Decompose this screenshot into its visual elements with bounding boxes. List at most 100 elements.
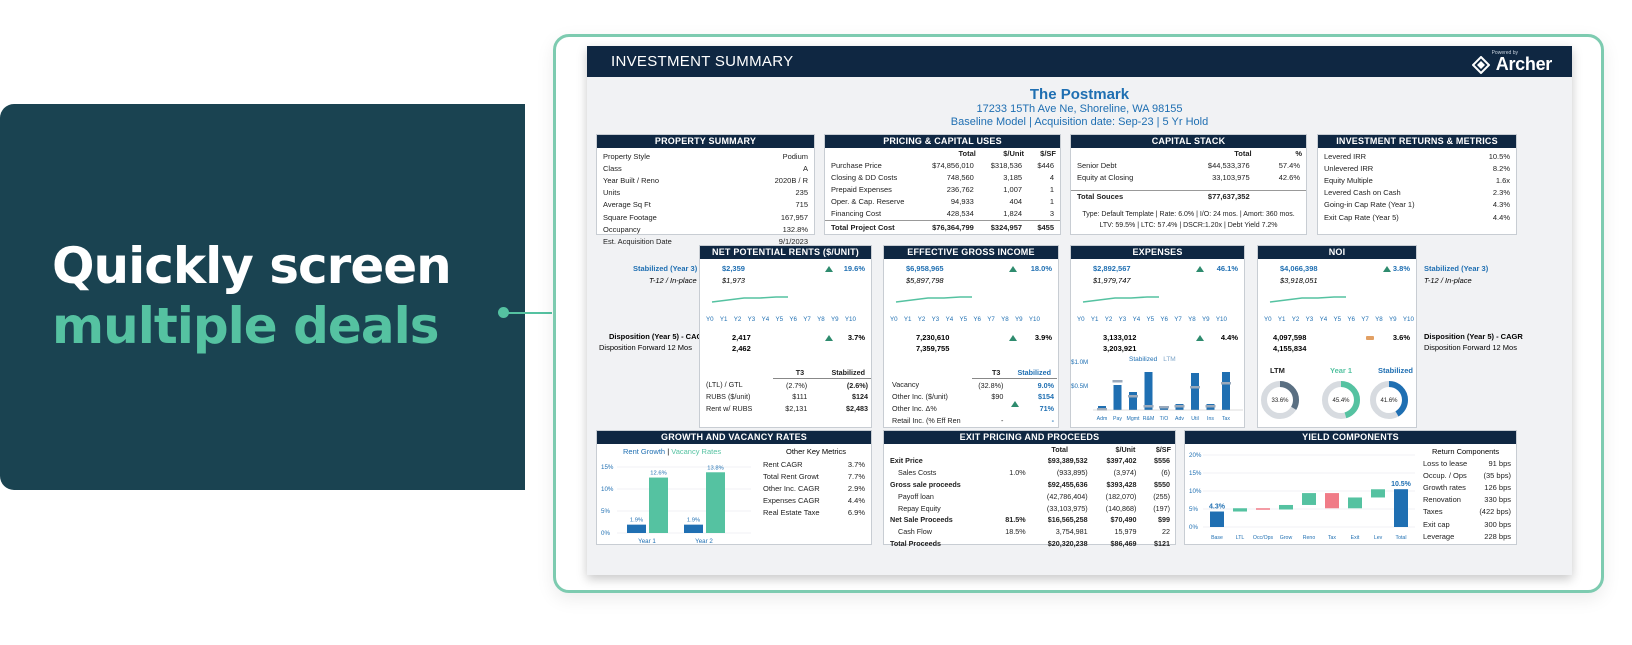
row-label: Est. Acquisition Date <box>603 236 672 246</box>
year-label: Y0 <box>890 316 898 323</box>
property-name: The Postmark <box>1029 86 1130 103</box>
panel-title: CAPITAL STACK <box>1071 135 1306 148</box>
year-label: Y9 <box>1015 316 1023 323</box>
row-label: Other Inc. CAGR <box>763 483 820 493</box>
y-tick: 0% <box>1189 524 1198 531</box>
table-row: Going-in Cap Rate (Year 1) 4.3% <box>1318 199 1516 211</box>
table-row: Renovation 330 bps <box>1417 494 1517 506</box>
row-sf: $446 <box>1037 160 1054 170</box>
growth-bar <box>627 524 646 533</box>
row-label: Financing Cost <box>831 209 882 219</box>
col-header: Total <box>958 149 976 158</box>
table-row: Closing & DD Costs 748,560 3,185 4 <box>825 171 1060 183</box>
year-label: Y6 <box>973 316 981 323</box>
row-label: Oper. & Cap. Reserve <box>831 197 905 207</box>
trend-up-icon <box>1009 335 1017 341</box>
row-value: 10.5% <box>1488 151 1510 161</box>
ltm-marker <box>1128 395 1138 398</box>
row-t3: (32.8%) <box>978 380 1004 390</box>
row-pct <box>994 490 1029 502</box>
year-label: Y1 <box>1090 316 1099 323</box>
table-row: Total Rent Growt 7.7% <box>757 470 871 482</box>
x-tick: Exit <box>1351 535 1360 541</box>
col-header: T3 <box>971 366 1007 380</box>
year-label: Y0 <box>1077 316 1085 323</box>
t12-label-right: T-12 / In-place <box>1424 276 1472 285</box>
year-label: Y4 <box>1319 316 1328 323</box>
other-metrics-title: Other Key Metrics <box>786 447 847 456</box>
expenses-legend: Stabilized LTM <box>1129 356 1176 363</box>
row-value: 4.3% <box>1492 200 1510 210</box>
year-label: Y10 <box>1028 316 1040 323</box>
year-label: Y4 <box>1132 316 1141 323</box>
row-unit: $393,428 <box>1106 479 1137 489</box>
col-header: $/SF <box>1155 445 1171 454</box>
row-label: Total Souces <box>1071 189 1175 204</box>
panel-title: YIELD COMPONENTS <box>1185 431 1516 444</box>
panel-title: INVESTMENT RETURNS & METRICS <box>1318 135 1516 148</box>
row-label: Total Project Cost <box>825 219 921 234</box>
row-unit: $70,490 <box>1110 515 1137 525</box>
year-label: Y7 <box>987 316 995 323</box>
table-row: Expenses CAGR 4.4% <box>757 495 871 507</box>
row-pct <box>994 455 1029 467</box>
row-label: Closing & DD Costs <box>831 172 898 182</box>
row-label: Average Sq Ft <box>603 200 651 210</box>
growth-bar <box>706 472 725 533</box>
year-label: Y5 <box>1146 316 1155 323</box>
yield-bar <box>1325 493 1339 509</box>
table-row: Est. Acquisition Date 9/1/2023 <box>597 235 814 247</box>
stabilized-value: $2,359 <box>722 264 745 273</box>
col-header: Total <box>1051 445 1068 454</box>
table-row: Levered Cash on Cash 2.3% <box>1318 187 1516 199</box>
row-sf: 4 <box>1049 172 1054 182</box>
disposition-cagr: 3.6% <box>1392 333 1410 342</box>
row-value: 330 bps <box>1484 495 1511 505</box>
table-row: Rent w/ RUBS $2,131 $2,483 <box>703 403 871 415</box>
expense-bar <box>1113 385 1122 410</box>
row-sf: 3 <box>1049 209 1054 219</box>
row-label: Rent CAGR <box>763 459 803 469</box>
panel-title: GROWTH AND VACANCY RATES <box>597 431 871 444</box>
expense-bar <box>1222 372 1230 410</box>
table-row: Levered IRR 10.5% <box>1318 150 1516 162</box>
row-label: Cash Flow <box>898 527 932 537</box>
year-label: Y6 <box>1347 316 1355 323</box>
row-value: 3.7% <box>847 459 865 469</box>
row-pct: 81.5% <box>1005 515 1026 525</box>
row-value: (422 bps) <box>1479 507 1511 517</box>
brand-name: Archer <box>1495 54 1553 74</box>
trend-up-icon <box>1009 266 1017 272</box>
row-t3: $2,131 <box>785 404 808 414</box>
table-row: Sales Costs 1.0% (933,895) (3,974) (6) <box>884 467 1175 479</box>
disposition-cagr: 3.7% <box>847 333 865 342</box>
ltm-marker <box>1221 382 1231 385</box>
t12-value: $1,973 <box>722 276 745 285</box>
stabilized-value: $4,066,398 <box>1280 264 1318 273</box>
t12-value: $3,918,051 <box>1280 276 1318 285</box>
row-sf: $455 <box>1028 219 1060 234</box>
bar-label: 13.8% <box>707 465 723 471</box>
ltm-marker <box>1097 408 1107 411</box>
panel-title: EFFECTIVE GROSS INCOME <box>884 246 1058 259</box>
row-label: Other Inc. Δ% <box>892 404 937 414</box>
growth-value: 19.6% <box>843 264 865 273</box>
donut-label: Year 1 <box>1330 366 1353 375</box>
legend-ltm: LTM <box>1163 356 1176 363</box>
row-value: 4.4% <box>847 496 865 506</box>
row-total: $92,455,636 <box>1047 479 1088 489</box>
row-label: Equity Multiple <box>1324 175 1373 185</box>
row-value: 235 <box>795 188 808 198</box>
disposition-label-left: Disposition (Year 5) - CAGR <box>609 332 708 341</box>
year-label: Y10 <box>1215 316 1227 323</box>
row-label: Exit Price <box>890 456 923 466</box>
row-label: Purchase Price <box>831 160 882 170</box>
yield-bar <box>1394 489 1408 527</box>
row-label: Going-in Cap Rate (Year 1) <box>1324 200 1415 210</box>
year-label: Y1 <box>903 316 912 323</box>
y-tick: 15% <box>1189 470 1202 477</box>
row-label: Occup. / Ops <box>1423 470 1467 480</box>
row-label: Net Sale Proceeds <box>890 515 953 525</box>
row-value: 300 bps <box>1484 519 1511 529</box>
sparkline <box>1269 296 1346 303</box>
